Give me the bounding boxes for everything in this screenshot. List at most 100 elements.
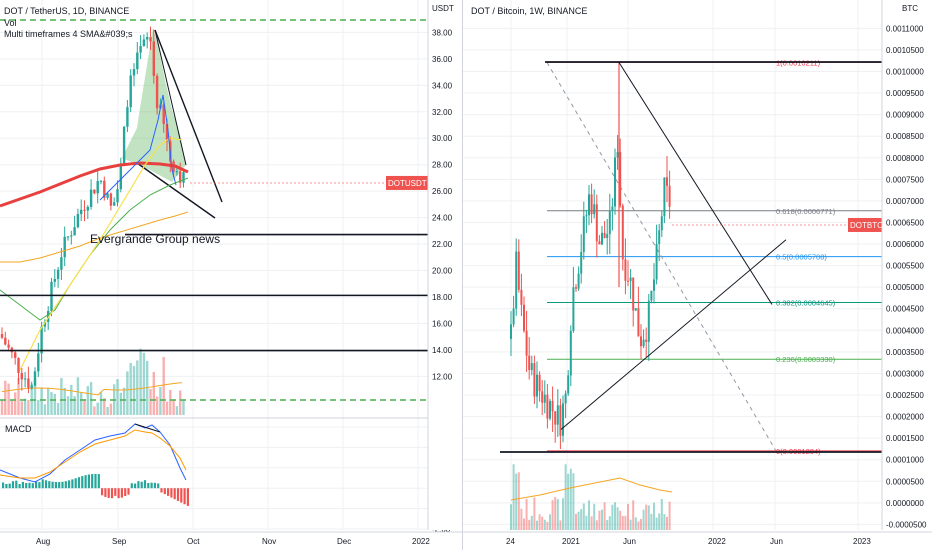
left-candle-body	[89, 189, 93, 207]
right-volume-bar	[637, 521, 640, 530]
left-volume-bar	[132, 366, 136, 415]
right-volume-bar	[533, 497, 536, 530]
left-symbol-tag	[386, 175, 428, 190]
right-candle-body	[554, 411, 557, 425]
macd-hist-bar	[137, 481, 140, 489]
left-volume-bar	[165, 401, 169, 415]
left-symbol-tag-text: DOTUSDT	[388, 179, 427, 188]
right-candle-body	[655, 243, 658, 280]
right-candle-body	[611, 206, 614, 212]
right-candle-body	[541, 391, 544, 403]
right-volume-bar	[614, 502, 616, 530]
left-candle-body	[43, 321, 47, 327]
right-volume-bar	[530, 515, 533, 530]
left-candle-body	[122, 126, 126, 166]
left-volume-bar	[139, 348, 142, 415]
right-price-tick: 0.0008500	[886, 132, 924, 141]
macd-hist-bar	[94, 473, 97, 489]
left-volume-bar	[155, 396, 159, 415]
right-volume-bar	[640, 519, 642, 530]
right-candle-body	[564, 393, 567, 404]
right-grid	[463, 0, 882, 530]
left-candle-body	[175, 171, 179, 173]
right-volume-bar	[551, 500, 554, 530]
left-chart-panel[interactable]: 22.7218.1213.9510.2138.38.94DOTUSDT26.62…	[0, 0, 462, 550]
macd-hist-bar	[87, 474, 90, 489]
left-candle-body	[14, 352, 17, 358]
left-volume-bar	[152, 371, 155, 415]
left-candle-body	[149, 37, 152, 42]
right-price-tick: 0.0009500	[886, 89, 924, 98]
right-candle-body	[525, 330, 528, 356]
macd-hist-bar	[107, 488, 110, 498]
right-candle-body	[627, 280, 629, 282]
right-candle-body	[660, 216, 663, 231]
left-candle-body	[139, 45, 142, 53]
left-candle-body	[116, 189, 119, 203]
left-volume-bar	[179, 390, 182, 415]
left-indicator-lines	[0, 94, 189, 371]
macd-hist-bar	[97, 474, 100, 489]
macd-hist-bar	[21, 481, 24, 489]
left-volume-bar	[89, 382, 93, 415]
left-volume-bar	[43, 404, 47, 415]
right-candle-body	[577, 273, 580, 289]
right-candles	[510, 62, 671, 450]
right-candle-body	[528, 355, 531, 370]
right-candle-body	[634, 308, 637, 311]
macd-hist-bar	[183, 488, 186, 505]
left-candle-body	[113, 202, 116, 206]
left-volume-bar	[103, 398, 106, 415]
right-candle-body	[606, 234, 609, 239]
left-candle-body	[86, 206, 89, 211]
macd-hist-bar	[41, 479, 44, 489]
left-price-tick: 24.00	[432, 214, 453, 223]
left-candle-body	[103, 180, 106, 198]
right-candle-body	[567, 375, 570, 394]
macd-hist-bar	[51, 481, 54, 489]
left-volume-bar	[136, 360, 139, 415]
right-chart-panel[interactable]: 1(0.0010211)0.618(0.0006771)0.5(0.000570…	[463, 0, 932, 550]
right-volume-bar	[663, 514, 666, 530]
right-time-tick: 2021	[562, 537, 580, 546]
right-candle-body	[512, 308, 515, 325]
macd-hist-bar	[127, 488, 130, 495]
macd-hist-bar	[114, 488, 117, 496]
macd-hist-bar	[18, 484, 21, 489]
right-volume-bar	[510, 504, 512, 530]
right-volume-bar	[585, 515, 588, 530]
right-price-tick: 0.0002000	[886, 413, 924, 422]
right-price-tick: 0.0000000	[886, 499, 924, 508]
right-volume-bar	[567, 473, 570, 530]
left-axis-bg	[428, 0, 462, 530]
right-symbol-tag-text: DOTBTC	[850, 221, 883, 230]
left-candle-body	[20, 373, 23, 380]
right-chart-title: DOT / Bitcoin, 1W, BINANCE	[471, 6, 587, 16]
macd-hist-bar	[48, 481, 51, 489]
left-candle-body	[30, 385, 33, 388]
right-candle-body	[653, 279, 655, 291]
right-candle-body	[569, 330, 572, 376]
left-volume-bar	[122, 387, 126, 415]
macd-hist-bar	[64, 481, 67, 489]
left-volume-bar	[182, 400, 185, 415]
right-price-tick: 0.0003000	[886, 369, 924, 378]
right-volume-bar	[564, 464, 567, 530]
left-volume-bar	[66, 396, 70, 415]
macd-hist-bar	[163, 488, 166, 495]
fib-level-label: 0.618(0.0006771)	[776, 207, 836, 216]
right-candle-body	[580, 251, 583, 274]
right-volume-bar	[616, 507, 619, 530]
right-volume-bar	[590, 516, 593, 530]
left-candle-body	[50, 281, 53, 312]
right-time-tick: 24	[506, 537, 515, 546]
right-volume-bar	[562, 498, 564, 530]
right-candle-body	[559, 405, 562, 436]
right-volume-bar	[645, 504, 648, 530]
left-candle-body	[23, 378, 27, 380]
right-volume-bar	[582, 503, 585, 530]
left-volume-bar	[7, 383, 10, 415]
right-candle-body	[520, 289, 523, 305]
macd-hist-bar	[140, 481, 143, 489]
right-candle-body	[629, 277, 632, 282]
